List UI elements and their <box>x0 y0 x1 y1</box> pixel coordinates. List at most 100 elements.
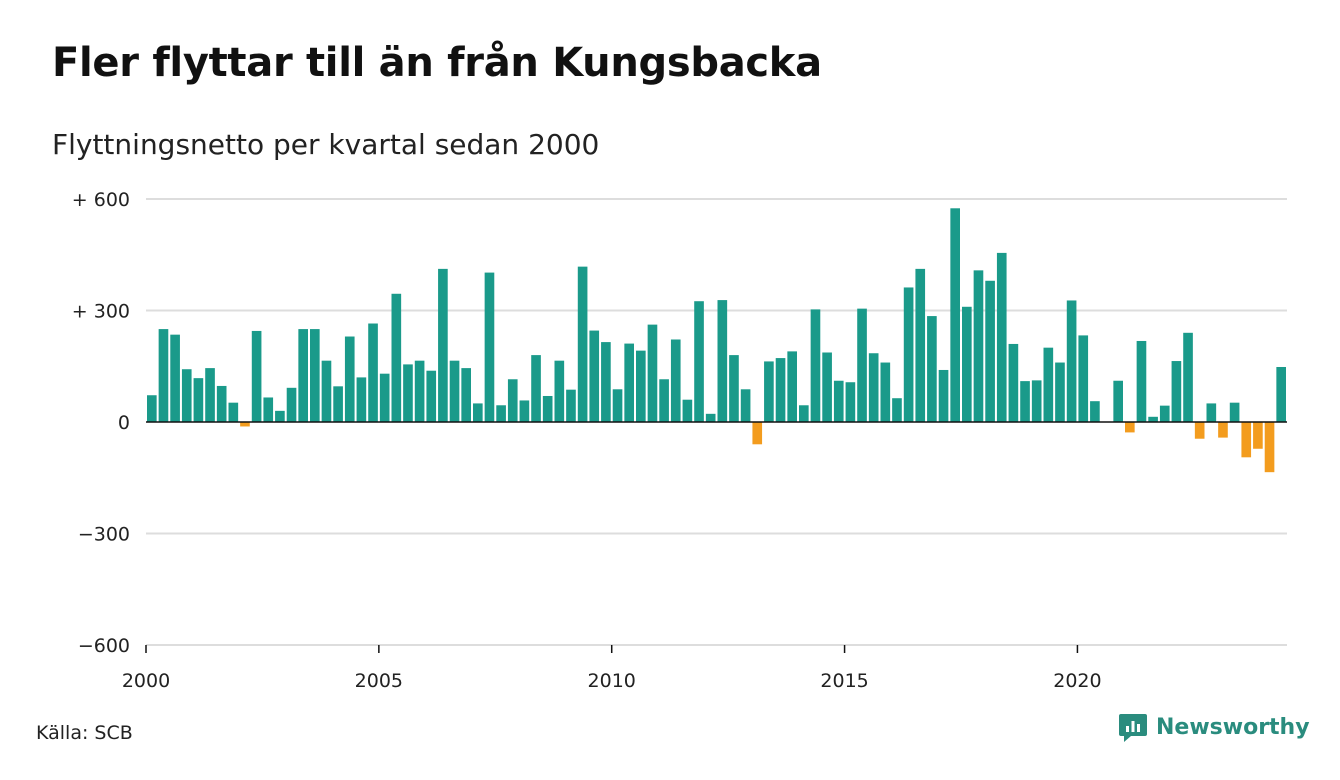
bar <box>1008 343 1019 422</box>
bar <box>612 389 623 422</box>
bar <box>333 386 343 422</box>
bar <box>647 324 658 422</box>
bar <box>1276 366 1286 422</box>
bar <box>1031 380 1042 422</box>
bar <box>1148 416 1158 422</box>
bar <box>1125 422 1135 433</box>
bars <box>147 208 1286 473</box>
bar <box>286 387 297 422</box>
y-tick-labels: + 600 + 300 0 −300 −600 <box>72 189 130 657</box>
bar <box>461 368 471 422</box>
bar <box>251 330 262 422</box>
bar <box>484 272 495 422</box>
x-tick-label: 2005 <box>355 670 403 692</box>
bar <box>589 330 600 422</box>
bar <box>263 397 274 422</box>
bar <box>205 368 215 422</box>
bar <box>1241 422 1252 458</box>
bar <box>822 352 832 422</box>
bar <box>1090 401 1100 422</box>
bar <box>903 287 914 422</box>
bar <box>507 379 518 422</box>
bar <box>321 360 332 422</box>
bar <box>170 334 180 422</box>
bar <box>1113 380 1123 422</box>
bar <box>344 336 355 422</box>
bar <box>403 364 413 422</box>
bar <box>368 323 378 422</box>
bar <box>426 370 437 422</box>
bar <box>473 403 483 422</box>
bar <box>577 266 588 422</box>
bar <box>531 355 541 422</box>
bar <box>787 351 797 422</box>
chart-title: Fler flyttar till än från Kungsbacka <box>52 40 822 86</box>
bar <box>705 413 716 422</box>
newsworthy-logo-icon <box>1119 714 1147 742</box>
bar <box>810 309 821 422</box>
bar <box>566 389 576 422</box>
bar <box>938 369 949 422</box>
bar <box>752 422 763 445</box>
x-tick-label: 2010 <box>588 670 636 692</box>
bar <box>147 395 157 422</box>
chart-subtitle: Flyttningsnetto per kvartal sedan 2000 <box>52 128 600 161</box>
bar <box>391 293 402 422</box>
x-tick-label: 2020 <box>1053 670 1101 692</box>
bar <box>670 339 681 422</box>
bar <box>962 306 972 422</box>
bar <box>1043 347 1054 422</box>
bar <box>554 360 565 422</box>
bar <box>729 355 739 422</box>
bar <box>624 343 634 422</box>
bar <box>857 308 867 422</box>
bar <box>193 378 204 422</box>
bar <box>240 422 250 427</box>
bar <box>996 252 1007 422</box>
bar <box>414 360 425 422</box>
y-tick-label: −600 <box>78 635 130 657</box>
bar <box>950 208 960 422</box>
brand-logo: Newsworthy <box>1118 712 1310 742</box>
bar <box>1171 361 1182 422</box>
bar <box>356 377 367 422</box>
y-tick-label: 0 <box>118 412 130 434</box>
bar <box>775 358 786 422</box>
bar <box>1136 340 1147 422</box>
bar <box>1020 381 1030 422</box>
bar <box>438 268 448 422</box>
bar <box>1218 422 1228 438</box>
bar <box>1066 300 1077 422</box>
bar <box>216 385 227 422</box>
y-tick-label: −300 <box>78 524 130 546</box>
x-tick-labels: 2000 2005 2010 2015 2020 <box>122 645 1102 692</box>
bar <box>228 402 239 422</box>
bar <box>601 342 611 422</box>
bar <box>1078 335 1089 422</box>
bar <box>694 301 704 422</box>
bar <box>1055 362 1065 422</box>
bar <box>915 268 926 422</box>
bar <box>1264 422 1275 473</box>
bar <box>1159 405 1170 422</box>
bar <box>799 405 809 422</box>
bar <box>1183 332 1193 422</box>
bar <box>275 410 285 422</box>
bar <box>717 300 728 422</box>
bar <box>740 389 751 422</box>
bar <box>379 373 390 422</box>
bar <box>682 399 693 422</box>
x-tick-label: 2000 <box>122 670 170 692</box>
bar <box>449 360 460 422</box>
bar <box>880 362 891 422</box>
bar <box>833 380 844 422</box>
bar <box>973 270 984 422</box>
bar <box>845 382 856 422</box>
bar <box>519 400 530 422</box>
bar <box>659 379 669 422</box>
bar <box>636 350 646 422</box>
bar <box>985 280 995 422</box>
bar <box>1253 422 1263 449</box>
brand-name: Newsworthy <box>1156 714 1310 740</box>
